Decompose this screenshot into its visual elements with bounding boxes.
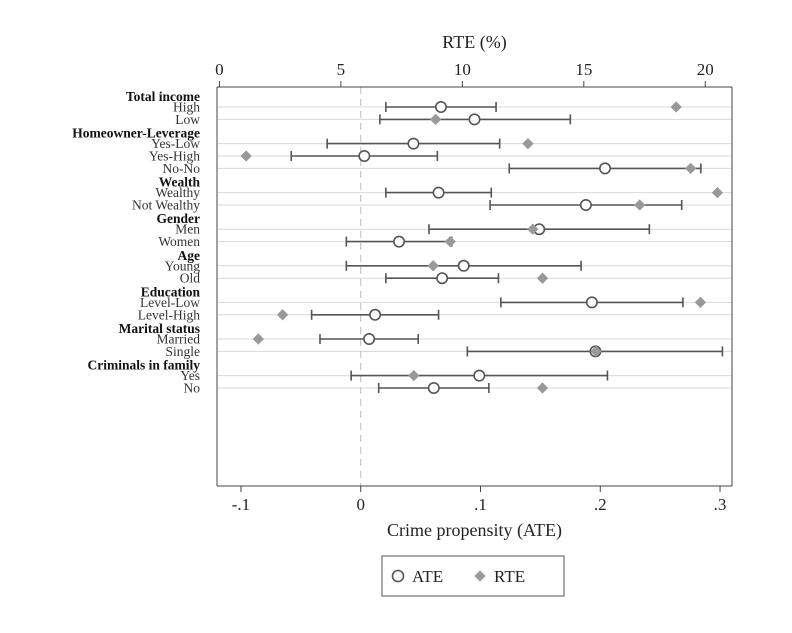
rte-point <box>522 137 534 150</box>
x-tick-label-bottom: -.1 <box>232 495 250 514</box>
rte-point <box>240 150 252 162</box>
rte-point <box>590 345 602 358</box>
legend-rte-label: RTE <box>494 567 525 586</box>
group-label: Criminals in family <box>87 358 200 373</box>
group-label: Education <box>141 284 201 299</box>
rte-point <box>536 272 549 284</box>
group-label: Marital status <box>119 321 200 336</box>
legend-rte-marker <box>474 570 486 582</box>
x-axis-title-bottom: Crime propensity (ATE) <box>387 520 562 541</box>
rte-point <box>536 382 549 394</box>
ate-point <box>457 259 470 272</box>
ate-point <box>393 235 406 248</box>
ate-point <box>434 101 447 114</box>
row-label: Yes <box>180 368 200 383</box>
row-label: Old <box>180 271 201 286</box>
x-tick-label-top: 10 <box>454 60 471 79</box>
rte-point <box>276 309 289 321</box>
legend: ATE RTE <box>381 555 565 597</box>
row-label: High <box>173 100 200 115</box>
group-label: Homeowner-Leverage <box>72 126 200 141</box>
x-tick-label-bottom: .3 <box>714 495 727 514</box>
ate-point <box>599 162 612 175</box>
row-label: Level-High <box>138 307 200 322</box>
x-tick-label-top: 15 <box>575 60 592 79</box>
group-label: Age <box>178 248 201 263</box>
row-label: No-No <box>163 161 201 176</box>
ate-point <box>468 113 481 126</box>
rte-point <box>694 296 707 309</box>
row-label: No <box>184 381 201 396</box>
ate-point <box>358 150 371 163</box>
row-labels: Total incomeHighLowHomeowner-LeverageYes… <box>72 89 200 396</box>
axes: -.1 0 .1 .2 .3 0 5 10 15 20 <box>215 60 733 514</box>
ate-point <box>363 332 376 345</box>
row-label: Low <box>175 112 200 127</box>
rte-point <box>408 369 420 382</box>
legend-ate-marker <box>391 569 405 583</box>
ate-point <box>585 296 598 309</box>
chart-marks <box>240 101 724 394</box>
rte-point <box>527 223 539 235</box>
x-tick-label-top: 5 <box>337 60 346 79</box>
ate-point <box>369 308 382 321</box>
rte-point <box>427 260 439 272</box>
rte-point <box>711 186 724 199</box>
ate-point <box>432 186 445 199</box>
x-tick-label-top: 0 <box>215 60 224 79</box>
row-label: Men <box>175 222 200 237</box>
row-label: Wealthy <box>155 185 200 200</box>
ate-point <box>436 272 449 285</box>
ate-point <box>579 199 592 212</box>
row-label: Married <box>157 332 201 347</box>
row-label: Single <box>165 344 200 359</box>
row-label: Level-Low <box>140 295 200 310</box>
row-label: Women <box>158 234 200 249</box>
rte-point <box>252 333 264 345</box>
ate-point <box>427 381 440 394</box>
row-label: Yes-Low <box>151 136 200 151</box>
x-tick-label-bottom: .1 <box>474 495 487 514</box>
group-label: Wealth <box>159 175 201 190</box>
group-label: Gender <box>157 211 201 226</box>
x-tick-label-top: 20 <box>697 60 714 79</box>
rte-point <box>444 235 456 248</box>
rte-point <box>685 162 697 175</box>
group-label: Total income <box>126 89 200 104</box>
legend-ate-label: ATE <box>412 567 443 586</box>
rte-point <box>634 199 646 211</box>
x-axis-title-top: RTE (%) <box>442 32 506 53</box>
row-label: Not Wealthy <box>132 198 200 213</box>
row-label: Young <box>165 258 201 273</box>
ate-point <box>473 369 486 382</box>
ate-point <box>407 137 420 150</box>
row-label: Yes-High <box>149 149 200 164</box>
x-tick-label-bottom: .2 <box>594 495 607 514</box>
legend-box <box>381 555 565 597</box>
x-tick-label-bottom: 0 <box>356 495 365 514</box>
